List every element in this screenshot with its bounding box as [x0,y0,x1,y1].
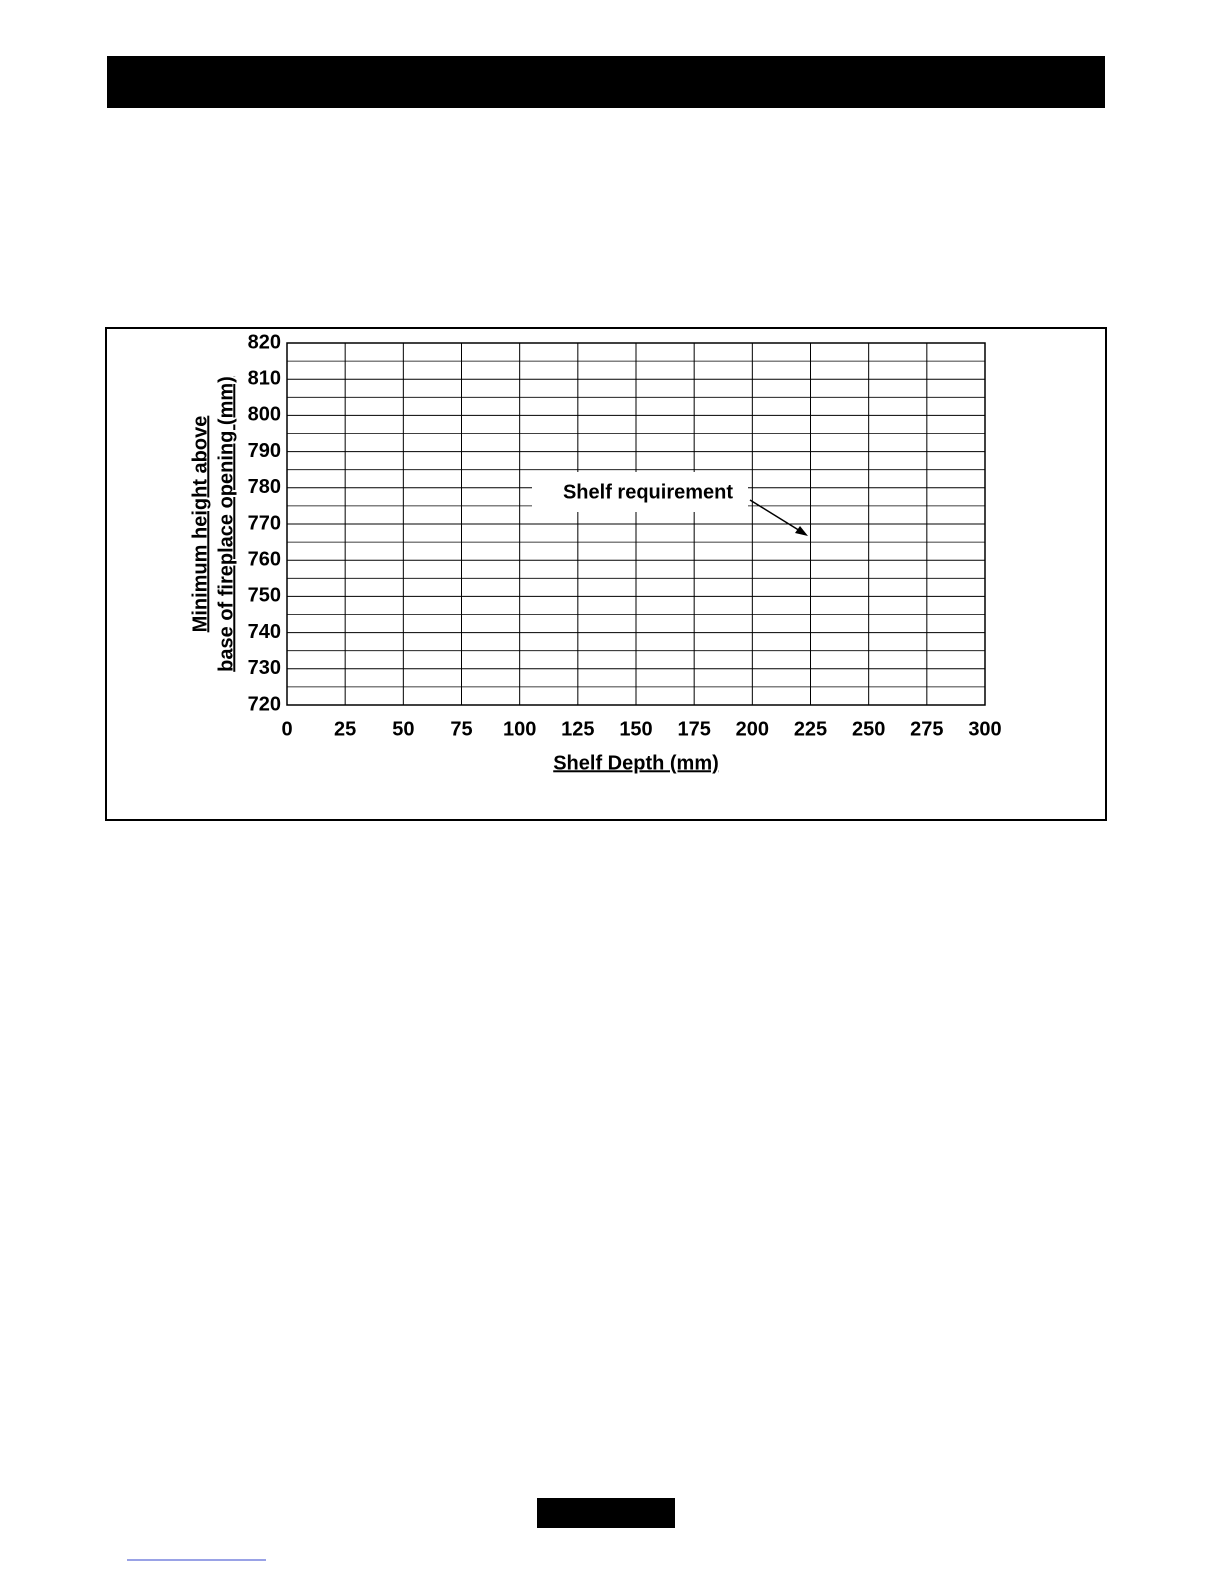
x-tick-label: 0 [281,718,292,740]
y-tick-label: 800 [248,404,281,426]
x-tick-label: 250 [852,718,885,740]
x-tick-label: 275 [910,718,943,740]
y-tick-label: 820 [248,331,281,353]
x-tick-label: 100 [503,718,536,740]
figure-frame [105,327,1107,821]
y-tick-label: 720 [248,693,281,715]
x-tick-label: 200 [736,718,769,740]
footer-box [537,1498,675,1528]
y-tick-label: 810 [248,367,281,389]
y-axis-label: Minimum height above [189,416,211,633]
x-tick-label: 75 [450,718,472,740]
y-axis-label: base of fireplace opening (mm) [215,376,237,672]
annotation-arrow [749,499,806,535]
header-bar [107,56,1105,108]
x-tick-label: 50 [392,718,414,740]
y-tick-label: 740 [248,621,281,643]
y-tick-label: 760 [248,548,281,570]
x-tick-label: 125 [561,718,594,740]
annotation: Shelf requirement [563,481,733,503]
x-tick-label: 25 [334,718,356,740]
x-tick-label: 175 [677,718,710,740]
x-tick-label: 300 [968,718,1001,740]
y-tick-label: 730 [248,657,281,679]
chart: 720 730 740 750 760 770 780 790 800 810 820 0 25 50 75… [189,331,1001,774]
y-tick-label: 780 [248,476,281,498]
y-tick-label: 790 [248,440,281,462]
x-tick-label: 225 [794,718,827,740]
y-tick-label: 750 [248,585,281,607]
annotation-background [532,472,748,512]
annotation-arrowhead [795,526,808,536]
y-tick-label: 770 [248,512,281,534]
x-tick-label: 150 [619,718,652,740]
x-axis-label: Shelf Depth (mm) [553,752,719,774]
